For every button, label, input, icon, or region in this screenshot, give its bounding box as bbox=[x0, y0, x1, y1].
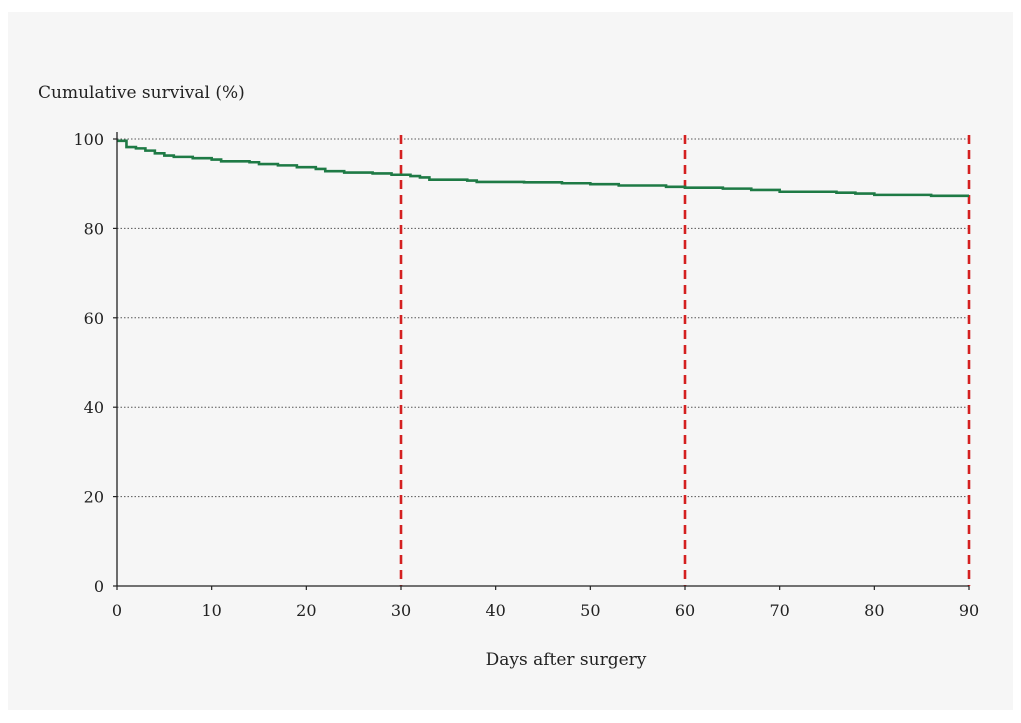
survival-curve-series-0 bbox=[117, 139, 969, 198]
series-layer bbox=[117, 139, 969, 198]
figure-panel: 0 20 40 60 80 100 0 10 20 30 40 50 60 70 80 90 Cumulati… bbox=[8, 12, 1013, 710]
y-tick-label: 0 bbox=[94, 577, 104, 596]
y-tick-label: 100 bbox=[73, 130, 104, 149]
x-tick-label: 20 bbox=[296, 601, 316, 620]
x-tick-label: 0 bbox=[112, 601, 122, 620]
y-tick-label: 80 bbox=[84, 219, 104, 238]
x-tick-label: 30 bbox=[391, 601, 411, 620]
x-tick-label: 50 bbox=[580, 601, 600, 620]
x-tick-label: 10 bbox=[201, 601, 221, 620]
tick-labels: 0 20 40 60 80 100 0 10 20 30 40 50 60 70 80 90 bbox=[73, 130, 979, 620]
x-tick-label: 40 bbox=[485, 601, 505, 620]
x-tick-label: 80 bbox=[864, 601, 884, 620]
y-axis-label: Cumulative survival (%) bbox=[38, 83, 245, 103]
x-axis-label: Days after surgery bbox=[486, 650, 647, 670]
y-tick-label: 60 bbox=[84, 309, 104, 328]
reference-lines bbox=[399, 135, 971, 586]
x-tick-label: 90 bbox=[959, 601, 979, 620]
axes bbox=[116, 132, 969, 587]
survival-chart: 0 20 40 60 80 100 0 10 20 30 40 50 60 70 80 90 Cumulati… bbox=[38, 83, 979, 670]
y-tick-label: 20 bbox=[84, 488, 104, 507]
x-tick-label: 60 bbox=[675, 601, 695, 620]
y-tick-label: 40 bbox=[84, 398, 104, 417]
x-tick-label: 70 bbox=[769, 601, 789, 620]
